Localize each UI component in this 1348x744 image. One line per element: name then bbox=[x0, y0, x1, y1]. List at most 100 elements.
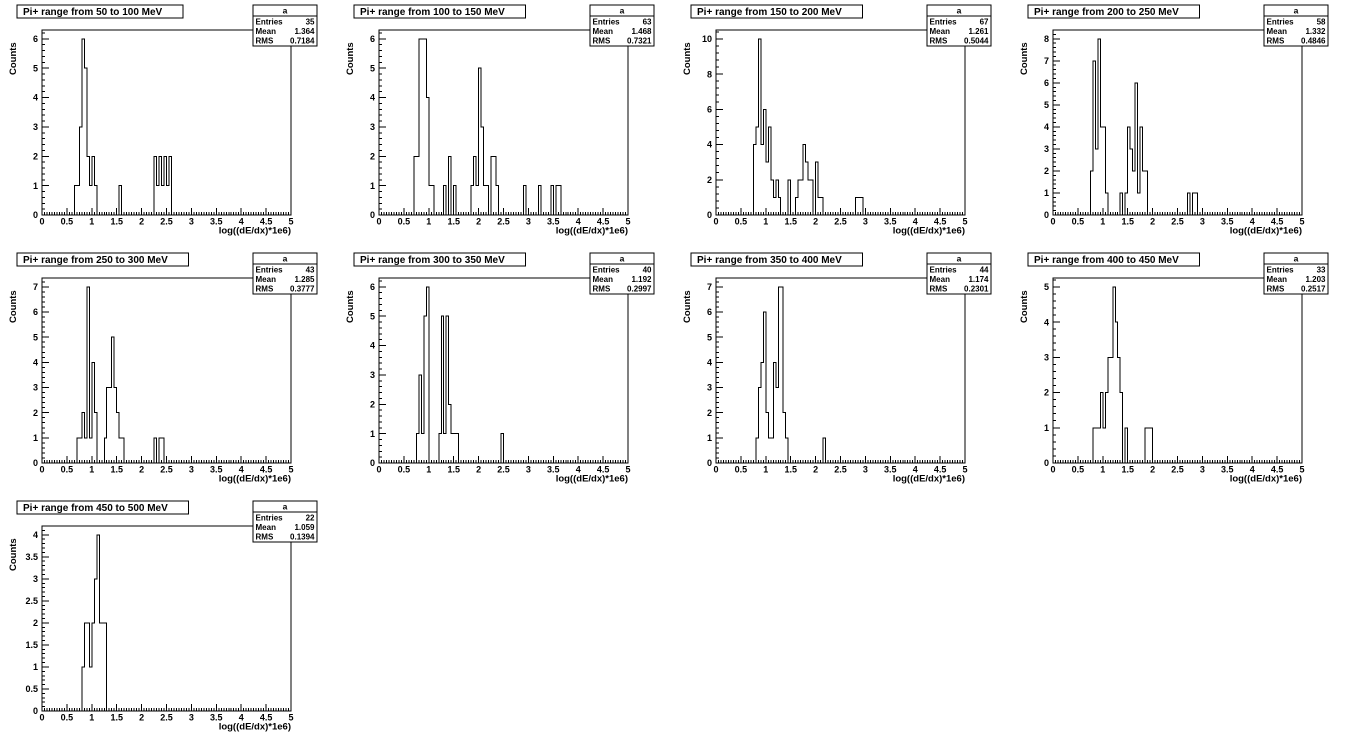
x-axis-title: log((dE/dx)*1e6) bbox=[1230, 474, 1302, 485]
x-tick-label: 1 bbox=[89, 217, 94, 227]
stats-mean-value: 1.332 bbox=[1305, 27, 1326, 36]
title-box: Pi+ range from 300 to 350 MeV bbox=[353, 252, 526, 267]
y-tick-label: 3 bbox=[370, 370, 375, 380]
x-tick-label: 1.5 bbox=[110, 217, 123, 227]
stats-mean-value: 1.364 bbox=[294, 27, 315, 36]
histogram-svg-8: 0 0.5 1 1.5 2 2.5 3 3.5 4 4.5 5012345log((dE/dx)*1… bbox=[1019, 252, 1329, 485]
stats-mean-label: Mean bbox=[593, 275, 614, 284]
stats-box: a Entries 63 Mean 1.468 RMS 0.7321 bbox=[589, 4, 655, 47]
stats-rms-value: 0.2997 bbox=[627, 285, 652, 294]
y-tick-label: 3 bbox=[33, 122, 38, 132]
panel-title: Pi+ range from 150 to 200 MeV bbox=[697, 7, 842, 18]
stats-entries-label: Entries bbox=[593, 18, 621, 27]
stats-mean-value: 1.192 bbox=[631, 275, 652, 284]
y-tick-label: 3 bbox=[1044, 144, 1049, 154]
y-tick-label: 5 bbox=[33, 332, 38, 342]
y-tick-label: 6 bbox=[370, 34, 375, 44]
title-box: Pi+ range from 350 to 400 MeV bbox=[690, 252, 863, 267]
y-tick-label: 5 bbox=[1044, 282, 1049, 292]
y-tick-label: 6 bbox=[1044, 78, 1049, 88]
stats-box: a Entries 44 Mean 1.174 RMS 0.2301 bbox=[926, 252, 992, 295]
x-tick-label: 2.5 bbox=[160, 713, 173, 723]
stats-rms-label: RMS bbox=[1267, 285, 1285, 294]
y-tick-label: 1 bbox=[33, 433, 38, 443]
x-axis-title: log((dE/dx)*1e6) bbox=[556, 226, 628, 237]
x-tick-label: 4.5 bbox=[934, 217, 947, 227]
x-tick-label: 1.5 bbox=[447, 217, 460, 227]
x-tick-label: 1.5 bbox=[784, 217, 797, 227]
y-tick-label: 1 bbox=[1044, 423, 1049, 433]
y-tick-label: 0 bbox=[707, 210, 712, 220]
stats-mean-label: Mean bbox=[930, 275, 951, 284]
x-tick-label: 2.5 bbox=[1171, 465, 1184, 475]
stats-rms-label: RMS bbox=[593, 37, 611, 46]
y-tick-label: 8 bbox=[1044, 34, 1049, 44]
x-tick-label: 2 bbox=[139, 465, 144, 475]
x-tick-label: 5 bbox=[288, 713, 293, 723]
x-tick-label: 0.5 bbox=[61, 465, 74, 475]
x-tick-label: 0 bbox=[39, 217, 44, 227]
x-tick-label: 3.5 bbox=[884, 217, 897, 227]
stats-mean-value: 1.203 bbox=[1305, 275, 1326, 284]
panel-title: Pi+ range from 250 to 300 MeV bbox=[23, 255, 168, 266]
stats-mean-label: Mean bbox=[256, 523, 277, 532]
x-tick-label: 3 bbox=[189, 217, 194, 227]
x-tick-label: 1.5 bbox=[110, 465, 123, 475]
y-tick-label: 2.5 bbox=[25, 596, 38, 606]
y-tick-label: 4 bbox=[33, 530, 38, 540]
axis-ticks bbox=[41, 32, 292, 216]
stats-rms-label: RMS bbox=[930, 37, 948, 46]
stats-mean-value: 1.059 bbox=[294, 523, 315, 532]
x-tick-label: 3.5 bbox=[210, 713, 223, 723]
stats-mean-value: 1.285 bbox=[294, 275, 315, 284]
histogram-outline bbox=[413, 38, 562, 216]
y-axis-title: Counts bbox=[682, 42, 693, 75]
stats-entries-label: Entries bbox=[1267, 266, 1295, 275]
axis-ticks bbox=[378, 32, 629, 216]
x-axis-title: log((dE/dx)*1e6) bbox=[1230, 226, 1302, 237]
y-axis-title: Counts bbox=[345, 42, 356, 75]
y-tick-label: 7 bbox=[33, 282, 38, 292]
stats-rms-value: 0.2301 bbox=[964, 285, 989, 294]
y-tick-label: 4 bbox=[33, 358, 38, 368]
y-tick-label: 0 bbox=[370, 210, 375, 220]
y-tick-label: 2 bbox=[1044, 388, 1049, 398]
x-tick-label: 5 bbox=[288, 217, 293, 227]
stats-entries-value: 22 bbox=[306, 514, 315, 523]
stats-rms-label: RMS bbox=[256, 533, 274, 542]
x-tick-label: 2 bbox=[1150, 217, 1155, 227]
stats-rms-value: 0.4846 bbox=[1301, 37, 1326, 46]
x-tick-label: 5 bbox=[625, 217, 630, 227]
x-tick-label: 0.5 bbox=[61, 713, 74, 723]
x-tick-label: 2 bbox=[476, 465, 481, 475]
stats-mean-label: Mean bbox=[256, 275, 277, 284]
x-tick-label: 0 bbox=[39, 465, 44, 475]
y-axis-title: Counts bbox=[8, 42, 19, 75]
histogram-panel-5: 0 0.5 1 1.5 2 2.5 3 3.5 4 4.5 5 0 1 2 3 4 5 6 7 log((dE/dx)… bbox=[0, 248, 337, 488]
stats-header: a bbox=[620, 6, 625, 16]
stats-entries-value: 35 bbox=[306, 18, 315, 27]
stats-rms-value: 0.7184 bbox=[290, 37, 315, 46]
panel-title: Pi+ range from 350 to 400 MeV bbox=[697, 255, 842, 266]
x-tick-label: 3.5 bbox=[884, 465, 897, 475]
title-box: Pi+ range from 50 to 100 MeV bbox=[16, 4, 184, 19]
axis-ticks bbox=[715, 31, 966, 216]
y-tick-label: 2 bbox=[370, 151, 375, 161]
stats-entries-value: 63 bbox=[643, 18, 652, 27]
x-tick-label: 2 bbox=[813, 217, 818, 227]
x-tick-label: 3.5 bbox=[1221, 217, 1234, 227]
plot-frame bbox=[378, 29, 629, 216]
stats-entries-value: 44 bbox=[980, 266, 989, 275]
x-tick-label: 1.5 bbox=[784, 465, 797, 475]
y-tick-label: 5 bbox=[1044, 100, 1049, 110]
stats-entries-value: 43 bbox=[306, 266, 315, 275]
stats-box: a Entries 35 Mean 1.364 RMS 0.7184 bbox=[252, 4, 318, 47]
x-tick-label: 3.5 bbox=[547, 217, 560, 227]
histogram-svg-2: 0 0.5 1 1.5 2 2.5 3 3.5 4 4.5 5 0 1 2 3 4 5 6 log((dE/dx)*… bbox=[345, 4, 655, 237]
histogram-svg-6: 0 0.5 1 1.5 2 2.5 3 3.5 4 4.5 5 0 1 2 3 4 5 6 log((dE/dx)*… bbox=[345, 252, 655, 485]
histogram-outline bbox=[1092, 286, 1154, 464]
y-tick-label: 2 bbox=[33, 151, 38, 161]
x-tick-label: 2.5 bbox=[834, 465, 847, 475]
y-axis-title: Counts bbox=[8, 290, 19, 323]
x-axis-title: log((dE/dx)*1e6) bbox=[219, 474, 291, 485]
